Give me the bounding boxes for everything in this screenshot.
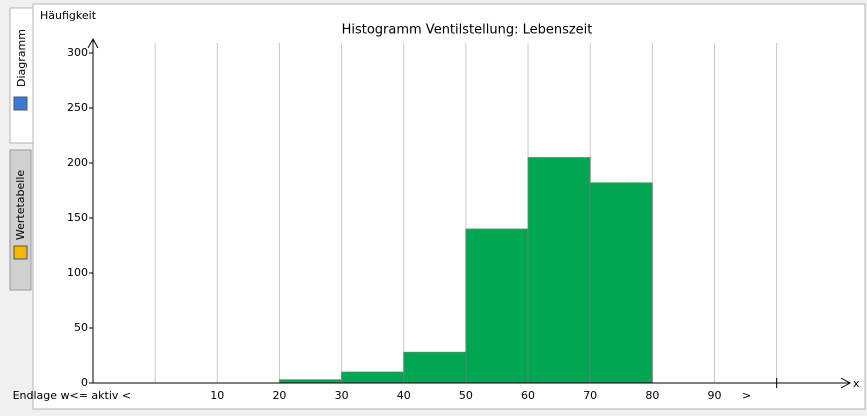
tab-label: Wertetabelle — [14, 170, 27, 241]
x-tick-label: 40 — [397, 389, 411, 402]
x-tick-label: 50 — [459, 389, 473, 402]
y-tick-label: 100 — [67, 266, 88, 279]
x-axis-label: x — [853, 377, 860, 390]
y-tick-label: 250 — [67, 101, 88, 114]
y-tick-label: 300 — [67, 46, 88, 59]
bar — [403, 351, 467, 384]
y-axis-arrow — [87, 37, 99, 49]
tab-label: Diagramm — [15, 29, 28, 87]
bar — [589, 182, 653, 384]
x-tick-label: 60 — [521, 389, 535, 402]
chart-panel — [32, 3, 866, 410]
x-tick-label: 80 — [645, 389, 659, 402]
tab-icon — [13, 245, 28, 260]
x-tick-label: Endlage w<= aktiv < — [13, 389, 132, 402]
x-tick-label: > — [742, 389, 751, 402]
tab-icon — [13, 96, 28, 111]
x-tick-label: 30 — [335, 389, 349, 402]
y-axis-label: Häufigkeit — [40, 9, 97, 22]
tab-wertetabelle[interactable]: Wertetabelle — [9, 149, 32, 291]
tab-diagramm[interactable]: Diagramm — [9, 7, 34, 144]
x-tick-label: 70 — [583, 389, 597, 402]
bar — [527, 157, 591, 384]
x-tick-label: 20 — [272, 389, 286, 402]
bar — [465, 228, 529, 384]
y-tick-label: 50 — [74, 321, 88, 334]
x-axis-arrow — [840, 377, 852, 389]
x-tick-label: 10 — [210, 389, 224, 402]
y-tick-label: 150 — [67, 211, 88, 224]
y-tick-label: 200 — [67, 156, 88, 169]
chart-title: Histogramm Ventilstellung: Lebenszeit — [342, 23, 593, 38]
x-tick-label: 90 — [707, 389, 721, 402]
bar — [341, 371, 405, 384]
y-tick-label: 0 — [81, 376, 88, 389]
